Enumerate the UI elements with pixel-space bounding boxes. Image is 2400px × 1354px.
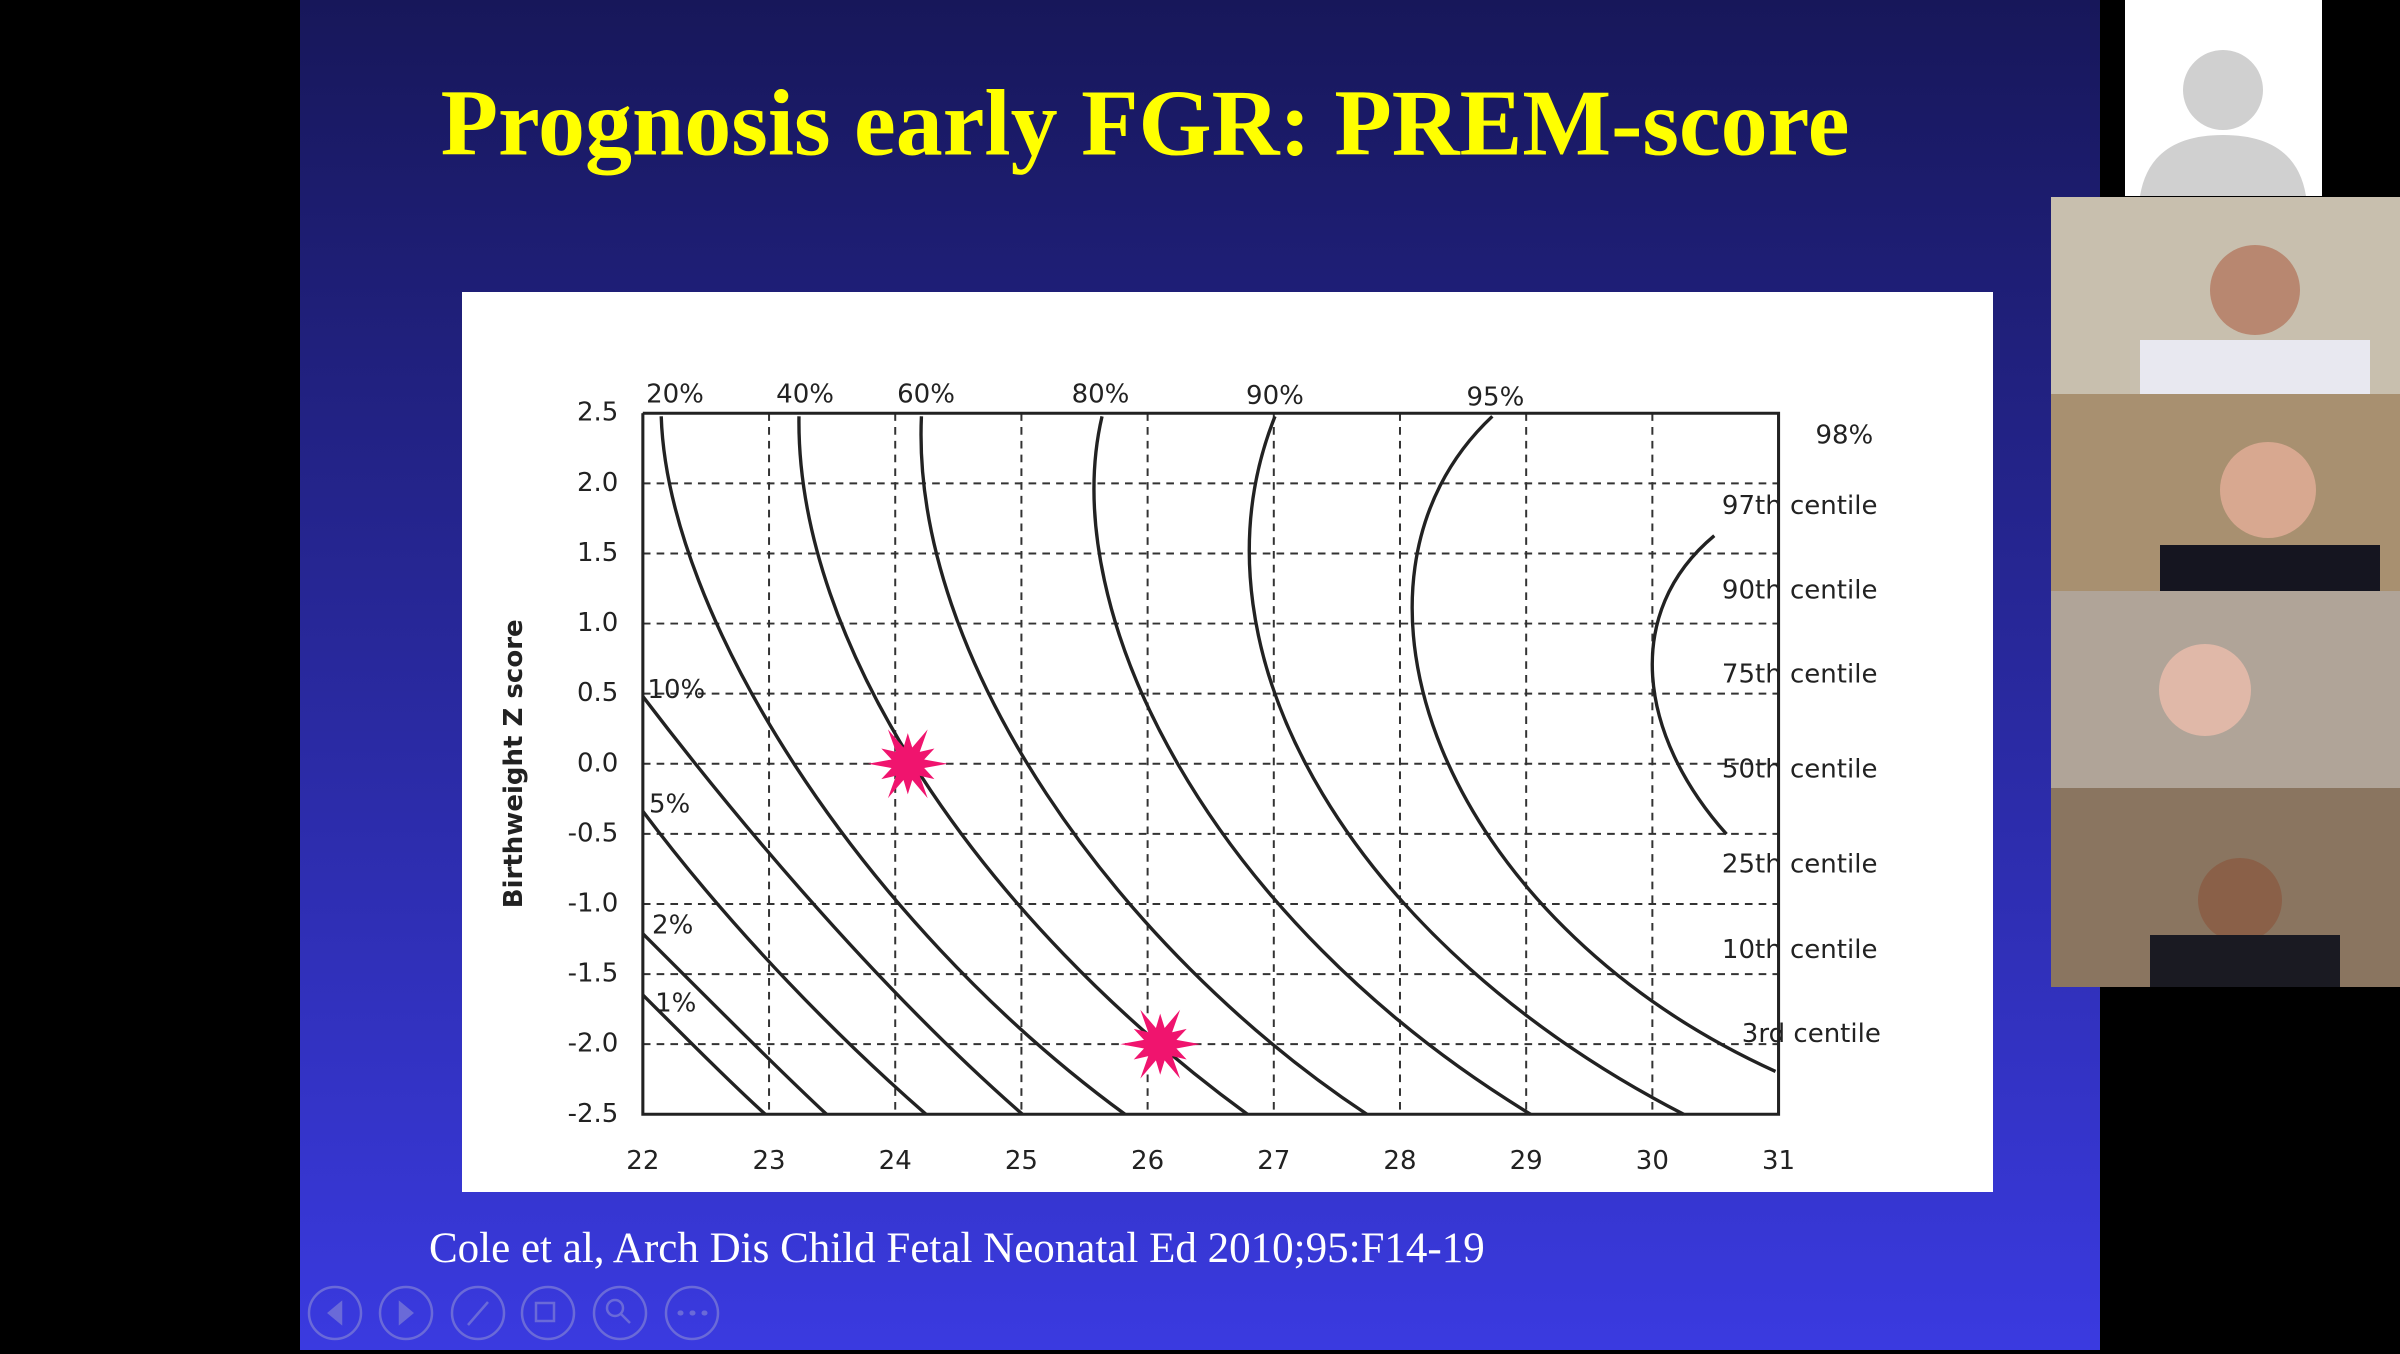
centile-label: 25th centile [1722,849,1878,879]
centile-label: 50th centile [1722,754,1878,784]
y-tick-label: 1.5 [577,538,618,568]
slide-title: Prognosis early FGR: PREM-score [441,72,1850,176]
curve [919,416,1368,1116]
y-tick-label: -1.0 [568,888,619,918]
curve-label: 98% [1815,421,1873,451]
slides-button[interactable] [520,1285,576,1341]
curve-label: 1% [655,989,696,1019]
curve [641,932,828,1116]
more-button[interactable] [664,1285,720,1341]
curve-label: 10% [647,675,705,705]
chart: Birthweight Z score 20% 40% 60% 80% 90% … [499,379,1881,1176]
curve [1247,415,1685,1116]
participant [2210,245,2300,335]
centile-label: 75th centile [1722,659,1878,689]
y-tick-label: 2.5 [577,398,618,428]
centile-label: 90th centile [1722,575,1878,605]
chart-panel [462,292,1993,1192]
x-tick-label: 29 [1510,1146,1543,1176]
curve [1650,534,1728,836]
curve-label: 60% [897,379,955,409]
curve-label: 40% [776,379,834,409]
y-tick-label: 1.0 [577,608,618,638]
x-tick-label: 27 [1257,1146,1290,1176]
y-tick-label: -0.5 [568,818,619,848]
curve-label: 2% [652,911,693,941]
toolbar-icons [327,1300,414,1326]
participant [2140,340,2370,394]
slide-toolbar [307,1285,720,1341]
y-tick-label: -2.0 [568,1029,619,1059]
curve [659,416,1126,1116]
curve-label: 5% [649,790,690,820]
marker [1120,1009,1200,1079]
x-tick-label: 28 [1383,1146,1416,1176]
x-tick-label: 23 [752,1146,785,1176]
x-tick-label: 24 [879,1146,912,1176]
curve [641,810,928,1116]
x-tick-label: 22 [626,1146,659,1176]
curve [1410,415,1777,1073]
avatar-body [2140,135,2306,196]
participant [2150,935,2340,987]
next-button[interactable] [378,1285,434,1341]
pen-button[interactable] [450,1285,506,1341]
video-tiles [2051,0,2400,987]
curve [1092,415,1532,1116]
curve-label: 80% [1072,379,1130,409]
zoom-button[interactable] [592,1285,648,1341]
x-tick-label: 25 [1005,1146,1038,1176]
axis [641,411,1781,1116]
prev-button[interactable] [307,1285,363,1341]
y-axis-label: Birthweight Z score [499,619,529,908]
avatar-head [2183,50,2263,130]
curve-label: 90% [1246,381,1304,411]
centile-label: 10th centile [1722,935,1878,965]
y-tick-label: 0.0 [577,748,618,778]
y-tick-label: 0.5 [577,678,618,708]
participant [2159,644,2251,736]
x-tick-label: 30 [1636,1146,1669,1176]
y-tick-label: -1.5 [568,959,619,989]
toolbar-icons [467,1298,631,1326]
curve [641,695,1024,1116]
y-tick-label: 2.0 [577,468,618,498]
curve [641,993,767,1116]
centile-label: 97th centile [1722,491,1878,521]
y-tick-label: -2.5 [568,1099,619,1129]
participant [2220,442,2316,538]
x-tick-label: 26 [1131,1146,1164,1176]
participant [2160,545,2380,591]
curve-label: 20% [646,379,704,409]
curves [641,415,1777,1116]
marker [868,729,948,799]
participant [2198,858,2282,942]
x-tick-label: 31 [1762,1146,1795,1176]
citation: Cole et al, Arch Dis Child Fetal Neonata… [429,1225,1485,1272]
curve [797,416,1249,1116]
centile-label: 3rd centile [1742,1019,1881,1049]
curve-label: 95% [1466,382,1524,412]
